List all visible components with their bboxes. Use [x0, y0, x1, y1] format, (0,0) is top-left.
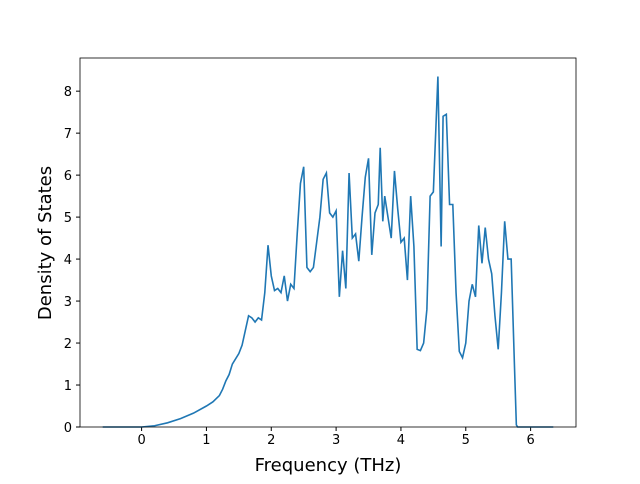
x-tick-label: 3	[332, 433, 340, 448]
y-axis-label: Density of States	[35, 166, 56, 320]
x-tick-label: 4	[397, 433, 405, 448]
x-axis-label: Frequency (THz)	[255, 455, 402, 476]
x-tick-label: 1	[202, 433, 210, 448]
y-tick-label: 6	[64, 169, 72, 184]
x-tick-label: 2	[267, 433, 275, 448]
y-tick-label: 3	[64, 295, 72, 310]
y-tick-label: 7	[64, 127, 72, 142]
plot-frame	[79, 57, 577, 428]
y-tick-label: 4	[64, 253, 72, 268]
y-tick-label: 5	[64, 211, 72, 226]
data-line	[102, 76, 554, 428]
y-tick-label: 0	[64, 421, 72, 436]
y-tick-label: 8	[64, 85, 72, 100]
x-tick-label: 6	[526, 433, 534, 448]
y-tick-label: 1	[64, 379, 72, 394]
y-tick-label: 2	[64, 337, 72, 352]
x-tick-label: 0	[137, 433, 145, 448]
x-tick-label: 5	[462, 433, 470, 448]
